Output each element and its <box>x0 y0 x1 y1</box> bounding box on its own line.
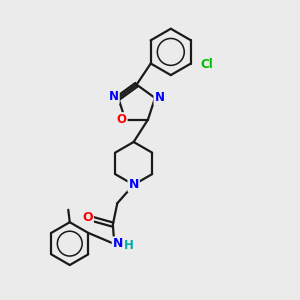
Text: Cl: Cl <box>200 58 213 71</box>
Text: H: H <box>124 238 134 252</box>
Text: O: O <box>117 113 127 126</box>
Text: N: N <box>113 237 123 250</box>
Text: N: N <box>128 178 139 191</box>
Text: O: O <box>82 211 93 224</box>
Text: N: N <box>109 90 119 103</box>
Text: N: N <box>154 92 164 104</box>
